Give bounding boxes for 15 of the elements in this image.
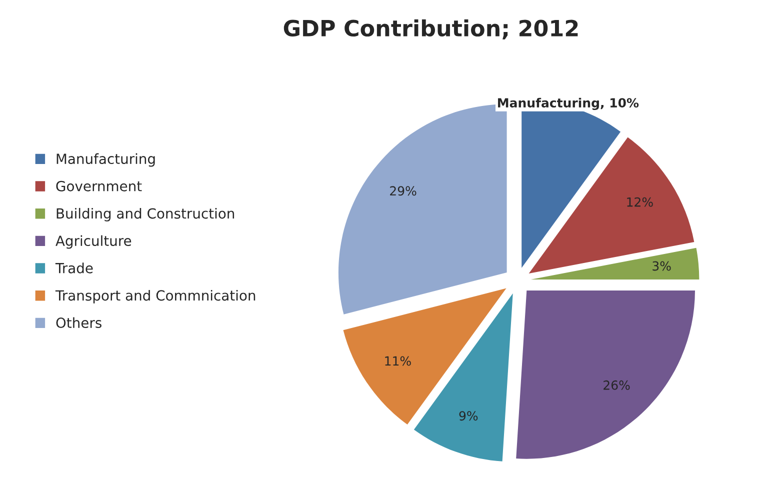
legend-label: Building and Construction bbox=[56, 208, 234, 222]
legend-label: Government bbox=[56, 180, 142, 192]
data-label: 9% bbox=[459, 411, 478, 421]
legend-label: Others bbox=[56, 317, 102, 328]
data-label: 11% bbox=[385, 356, 411, 366]
data-label: Manufacturing, 10% bbox=[498, 98, 639, 110]
legend-label: Trade bbox=[55, 262, 93, 274]
data-label: 12% bbox=[627, 197, 653, 207]
data-label: 26% bbox=[604, 380, 630, 390]
legend-label: Agriculture bbox=[56, 235, 132, 249]
legend-label: Manufacturing bbox=[56, 153, 155, 167]
data-label: 29% bbox=[390, 186, 416, 196]
chart-title: GDP Contribution; 2012 bbox=[284, 19, 578, 40]
legend-label: Transport and Commnication bbox=[55, 290, 256, 304]
data-label: 3% bbox=[652, 261, 671, 271]
